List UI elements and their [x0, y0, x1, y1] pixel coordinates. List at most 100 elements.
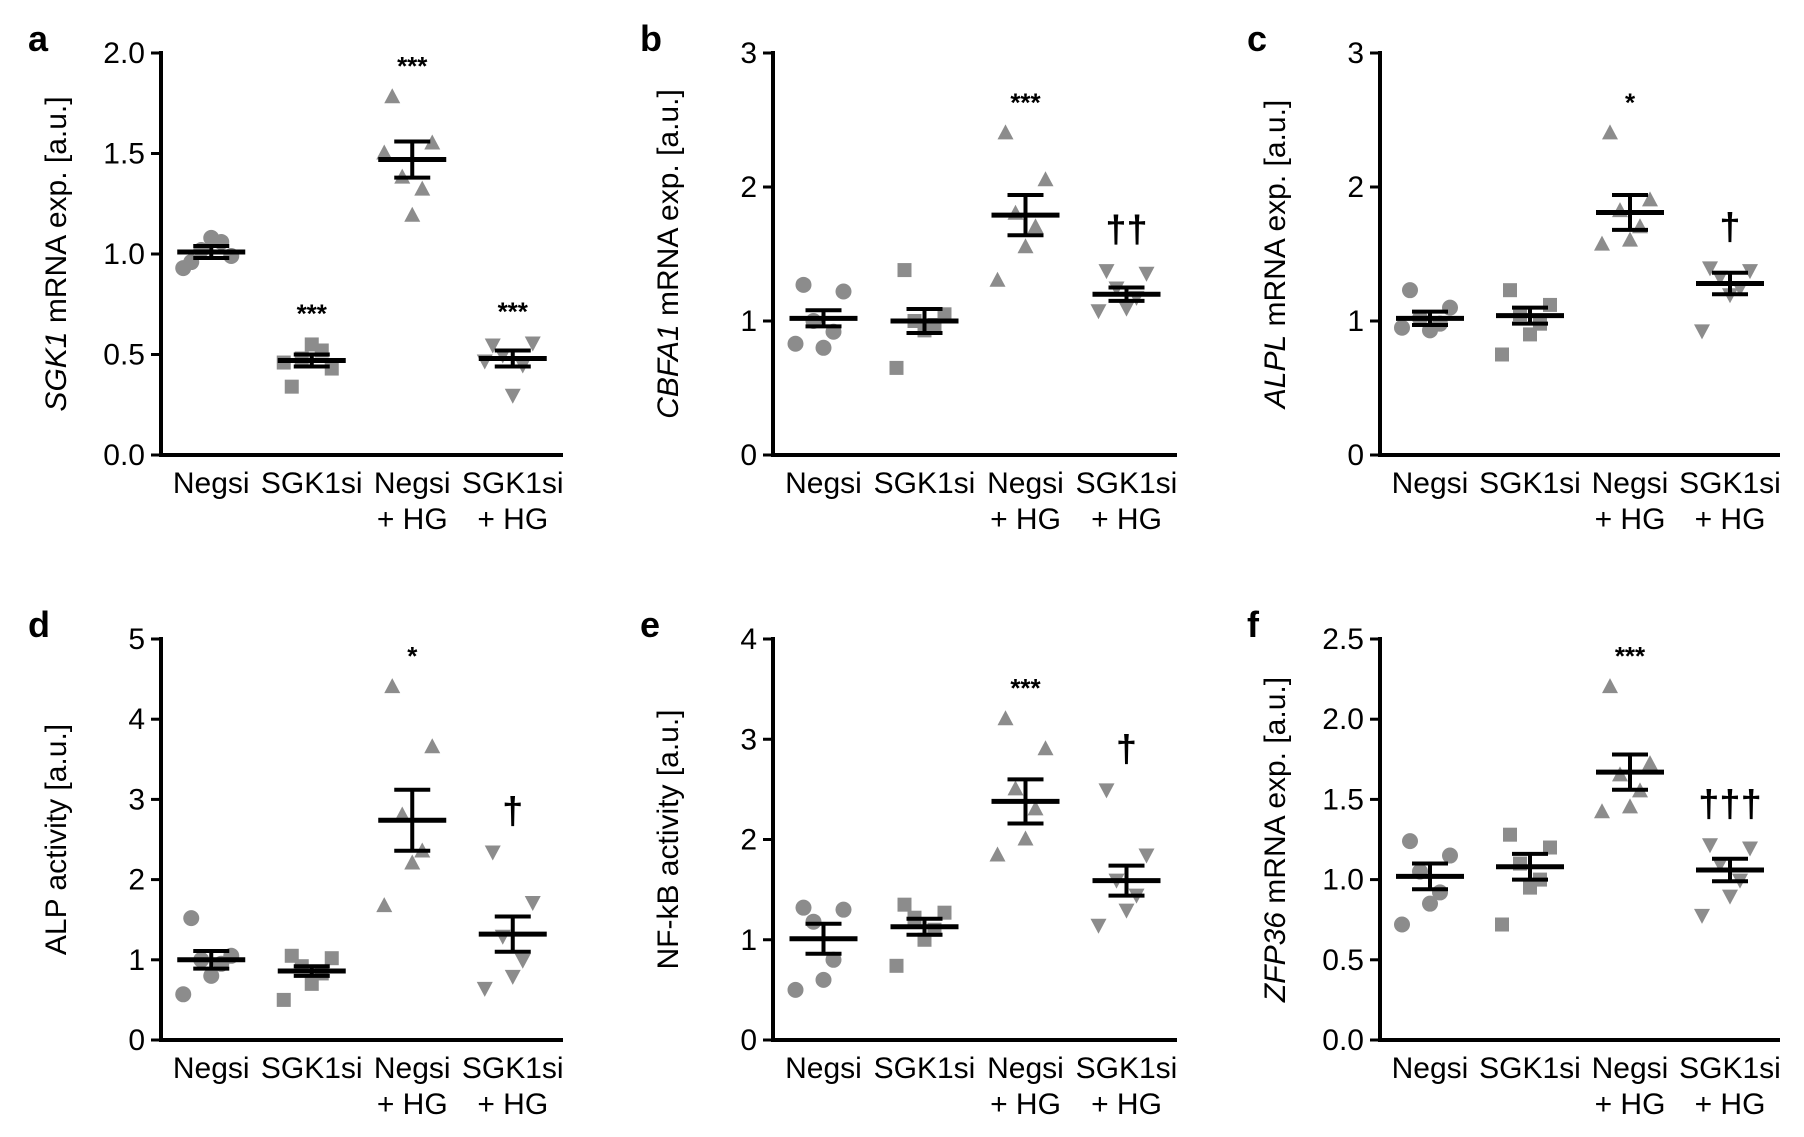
- y-tick-label: 3: [128, 783, 145, 816]
- data-point-circle: [787, 335, 804, 352]
- y-tick-label: 3: [740, 723, 757, 756]
- data-point-circle: [175, 260, 192, 277]
- category-label: + HG: [990, 503, 1061, 536]
- data-point-triangle-down: [1694, 908, 1710, 924]
- data-point-triangle: [1037, 740, 1054, 756]
- significance-stars: ***: [498, 296, 529, 326]
- significance-stars: *: [407, 641, 418, 671]
- data-point-triangle: [1037, 171, 1054, 187]
- category-label: Negsi: [173, 467, 250, 500]
- data-point-triangle-down: [1098, 264, 1115, 280]
- data-point-triangle: [376, 144, 393, 160]
- significance-stars: ***: [297, 298, 328, 328]
- data-point-square: [304, 976, 319, 991]
- y-tick-label: 1.0: [1322, 864, 1364, 897]
- panel-b: b 0 1 2 3 CBFA1 mRNA exp. [a.u.] Negsi SGK1si Ne…: [640, 18, 1177, 536]
- group-3: †: [1694, 206, 1764, 340]
- category-label: SGK1si: [1679, 1052, 1781, 1085]
- y-axis-label-text: mRNA exp. [a.u.]: [1259, 100, 1292, 335]
- data-point-circle: [815, 971, 832, 988]
- data-point-triangle-down: [1712, 857, 1728, 873]
- y-tick-label: 0: [740, 1024, 757, 1057]
- data-point-triangle-down: [1118, 301, 1135, 317]
- category-label: Negsi: [173, 1052, 250, 1085]
- data-point-triangle: [394, 806, 411, 822]
- y-tick-label: 1: [1347, 305, 1364, 338]
- group-0: [1394, 833, 1464, 933]
- y-axis-label-text: NF-kB activity [a.u.]: [652, 709, 685, 969]
- y-tick-label: 0.5: [1322, 944, 1364, 977]
- data-point-triangle-down: [1138, 266, 1155, 282]
- data-point-triangle: [384, 678, 401, 694]
- panel-a: a 0.0 0.5 1.0 1.5 2.0 SGK1 mRNA exp. [a.u.] Neg…: [28, 18, 564, 536]
- significance-stars: *: [1625, 87, 1636, 117]
- data-point-triangle: [424, 134, 441, 150]
- category-label: + HG: [1695, 1088, 1766, 1121]
- significance-dagger: †: [502, 791, 523, 833]
- data-point-triangle-down: [1702, 838, 1718, 854]
- category-label: + HG: [477, 1088, 548, 1121]
- data-point-circle: [175, 986, 192, 1003]
- y-tick-label: 0.0: [103, 439, 145, 472]
- y-tick-label: 2: [1347, 171, 1364, 204]
- y-tick-label: 0: [1347, 439, 1364, 472]
- y-tick-label: 1.5: [1322, 783, 1364, 816]
- data-point-circle: [203, 229, 220, 246]
- panel-c: c 0 1 2 3 ALPL mRNA exp. [a.u.] Negsi SGK1si Neg…: [1247, 18, 1781, 536]
- data-point-triangle: [1622, 798, 1638, 814]
- data-point-circle: [1442, 847, 1458, 864]
- data-point-circle: [795, 899, 812, 916]
- category-label: Negsi: [1392, 467, 1469, 500]
- data-point-triangle: [1007, 780, 1024, 796]
- data-point-triangle: [404, 854, 421, 870]
- data-point-circle: [203, 967, 220, 984]
- category-label: SGK1si: [1076, 1052, 1178, 1085]
- category-label: + HG: [477, 503, 548, 536]
- category-label: SGK1si: [874, 467, 976, 500]
- data-point-square: [284, 379, 299, 394]
- group-0: [787, 899, 858, 998]
- data-point-triangle: [997, 710, 1014, 726]
- group-1: [1495, 283, 1564, 362]
- data-point-triangle-down: [1098, 783, 1115, 799]
- group-2: ***: [989, 673, 1060, 862]
- group-3: †: [1090, 728, 1161, 934]
- data-point-triangle-down: [1694, 324, 1710, 340]
- data-point-circle: [835, 283, 852, 300]
- y-tick-label: 2: [740, 824, 757, 857]
- group-0: [787, 276, 858, 356]
- data-point-square: [1543, 297, 1557, 312]
- y-tick-label: 1: [740, 305, 757, 338]
- data-point-square: [1495, 347, 1509, 362]
- data-point-triangle: [384, 88, 401, 104]
- data-point-triangle-down: [1090, 304, 1107, 320]
- y-tick-label: 3: [740, 37, 757, 70]
- y-tick-label: 1: [128, 944, 145, 977]
- data-point-triangle-down: [484, 338, 501, 354]
- group-2: ***: [1594, 641, 1664, 819]
- data-point-square: [937, 905, 952, 920]
- data-point-triangle: [1027, 800, 1044, 816]
- data-point-triangle-down: [476, 981, 493, 997]
- data-point-circle: [1402, 282, 1418, 299]
- group-0: [175, 229, 246, 277]
- data-point-square: [324, 951, 339, 966]
- significance-dagger: ††: [1105, 209, 1147, 251]
- data-point-triangle-down: [1722, 889, 1738, 905]
- data-point-circle: [183, 910, 200, 927]
- panel-label-c: c: [1247, 18, 1267, 59]
- data-point-square: [1503, 283, 1517, 298]
- y-axis-label-gene: ALPL: [1259, 335, 1292, 410]
- category-label: Negsi: [374, 467, 451, 500]
- data-point-square: [897, 263, 912, 278]
- significance-dagger: †: [1719, 206, 1740, 248]
- category-label: + HG: [990, 1088, 1061, 1121]
- significance-dagger: †: [1116, 728, 1137, 770]
- data-point-square: [889, 958, 904, 973]
- data-point-triangle-down: [524, 896, 541, 912]
- category-label: SGK1si: [462, 1052, 564, 1085]
- data-point-square: [1543, 840, 1557, 855]
- category-label: SGK1si: [1679, 467, 1781, 500]
- data-point-circle: [815, 339, 832, 356]
